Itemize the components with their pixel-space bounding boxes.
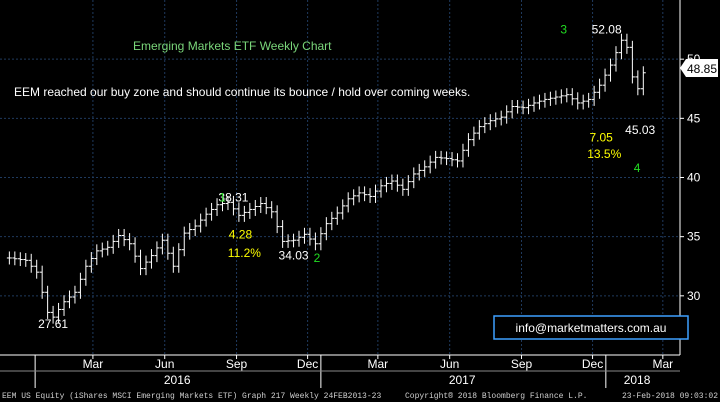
last-price-box [680,59,718,77]
x-axis-ticks: Mar Jun Sep Dec Mar Jun Sep Dec Mar [83,355,673,371]
footer-timestamp: 23-Feb-2018 09:03:02 [622,392,718,401]
footer-security: EEM US Equity (iShares MSCI Emerging Mar… [2,392,381,401]
chart-title: Emerging Markets ETF Weekly Chart [133,39,332,53]
chart-annotations: 27.61 38.311 4.28 11.2% 34.03 2 3 52.08 7.05 13.5… [38,23,655,332]
annotation-label: 4.28 [229,227,253,241]
email-link[interactable]: info@marketmatters.com.au [516,321,667,335]
x-tick-label: Dec [297,357,318,371]
annotation-label: 7.05 [589,130,613,144]
grid-lines [0,0,680,355]
annotation-label: 52.08 [592,23,622,37]
x-tick-label: Sep [226,357,248,371]
x-tick-label: Mar [83,357,104,371]
annotation-label: 45.03 [625,123,655,137]
annotation-label: 11.2% [228,246,261,260]
x-tick-label: Mar [368,357,389,371]
last-price-marker: 48.85 [680,59,718,77]
footer-copyright: Copyright® 2018 Bloomberg Finance L.P. [405,392,587,401]
annotation-label: 4 [634,161,641,175]
footer-background [0,388,720,402]
x-year-label: 2018 [624,373,651,387]
x-year-label: 2016 [164,373,191,387]
price-bars [6,33,646,324]
x-tick-label: Mar [652,357,673,371]
x-axis-years: 2016 2017 2018 [164,373,651,387]
annotation-label: 1 [219,190,226,204]
x-tick-label: Jun [440,357,459,371]
y-tick-label: 35 [687,230,701,244]
annotation-label: 3 [560,23,567,37]
x-year-label: 2017 [449,373,476,387]
email-badge-border [493,315,689,340]
email-badge[interactable]: info@marketmatters.com.au [493,315,689,340]
x-tick-label: Dec [582,357,603,371]
annotation-label: 13.5% [587,147,621,161]
footer: EEM US Equity (iShares MSCI Emerging Mar… [0,388,720,402]
y-tick-label: 30 [687,289,701,303]
annotation-label: 34.03 [279,249,309,263]
x-tick-label: Jun [155,357,174,371]
last-price-label: 48.85 [687,62,717,76]
y-tick-label: 45 [687,111,701,125]
annotation-label: 38.31 [218,190,248,204]
annotation-label: 2 [314,251,321,265]
annotation-label: 27.61 [38,317,68,331]
x-tick-label: Sep [511,357,533,371]
chart-commentary: EEM reached our buy zone and should cont… [14,85,470,99]
y-tick-label: 40 [687,171,701,185]
